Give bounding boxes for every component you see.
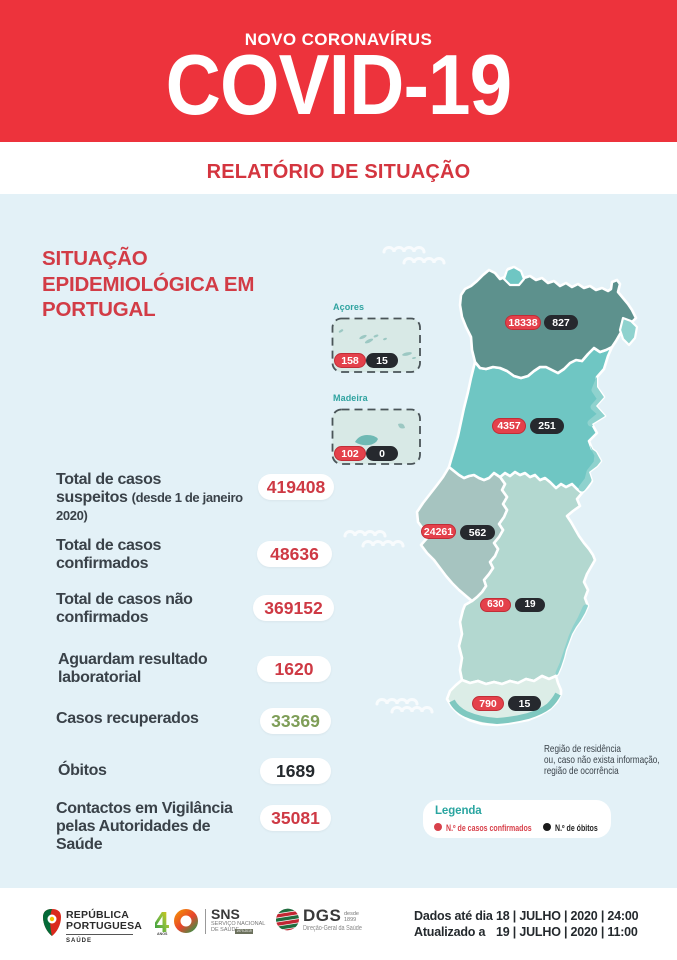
svg-text:ANOS: ANOS <box>157 932 168 936</box>
svg-text:4: 4 <box>155 907 169 936</box>
